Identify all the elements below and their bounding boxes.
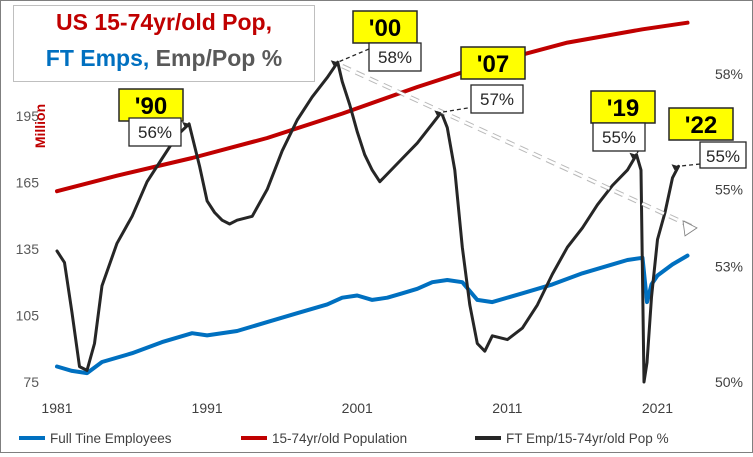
title-box: US 15-74yr/old Pop, FT Emps, Emp/Pop % [13,5,315,82]
y-tick-label: 135 [16,241,40,257]
legend-label: FT Emp/15-74yr/old Pop % [506,431,669,446]
right-axis: 50% 53% 55% 58% [715,66,743,390]
legend-label: Full Tine Employees [50,431,172,446]
title-line-1: US 15-74yr/old Pop, [55,9,272,35]
y-tick-label: 75 [23,374,39,390]
title-fulltime-label: FT Emps, [45,45,150,71]
pct-callout-label: 58% [378,48,412,67]
x-tick-label: 1991 [192,400,223,416]
legend-label: 15-74yr/old Population [272,431,407,446]
annotation-arrowhead [182,121,190,128]
annotation-arrowhead [434,110,442,117]
year-badge-label: '22 [685,112,717,139]
x-axis: 1981 1991 2001 2011 2021 [41,400,673,416]
title-line-2: FT Emps, Emp/Pop % [14,45,314,72]
year-badge-label: '19 [607,95,639,122]
year-badge-label: '90 [135,93,167,120]
y2-tick-label: 50% [715,374,743,390]
pct-callout [592,122,646,152]
y2-tick-label: 55% [715,181,743,197]
y-tick-label: 195 [16,108,40,124]
y-axis-label: Million [32,104,48,148]
y2-tick-label: 53% [715,258,743,274]
x-tick-label: 1981 [41,400,72,416]
year-badge [668,107,734,141]
x-tick-label: 2021 [642,400,673,416]
year-badge-label: '00 [369,15,401,42]
trend-arrowhead [682,220,698,237]
series-line-full-tine-employees [55,253,690,376]
annotation-group: '90 56% '00 58% '07 57% '19 55% '22 55% [118,10,747,171]
annotation-arrowhead [671,164,679,171]
x-tick-label: 2001 [342,400,373,416]
pct-callout-label: 55% [706,147,740,166]
year-badge-label: '07 [477,51,509,78]
series-line-ft-emp-15-74yr-old-pop- [55,60,680,384]
annotation-leader [180,123,190,133]
pct-callout [470,84,524,114]
annotation-leader [678,163,701,167]
annotation-leader [337,48,370,63]
series-line-15-74yr-old-population [55,20,690,194]
pct-callout-label: 57% [480,90,514,109]
y-tick-label: 165 [16,174,40,190]
year-badge [460,46,526,80]
annotation-arrowhead [629,152,637,159]
y-tick-label: 105 [16,307,40,323]
left-axis: 75105135165195225 [16,41,40,390]
annotation-arrowhead [330,60,338,67]
pct-callout-label: 56% [138,123,172,142]
pct-callout [699,141,747,169]
trend-line [341,64,696,230]
pct-callout-label: 55% [602,128,636,147]
legend: Full Tine Employees 15-74yr/old Populatio… [19,431,669,446]
pct-callout [368,42,422,72]
series-group [55,20,698,384]
y2-tick-label: 58% [715,66,743,82]
x-tick-label: 2011 [492,400,522,416]
pct-callout [128,117,182,147]
title-ratio-label: Emp/Pop % [149,45,283,71]
